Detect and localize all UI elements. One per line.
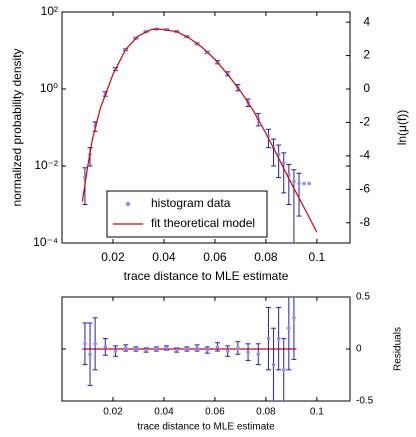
data-point (292, 316, 296, 320)
data-point (307, 181, 312, 186)
x-tick-label: 0.04 (154, 407, 174, 418)
y-tick-label: 0.5 (356, 292, 370, 303)
data-point (134, 347, 138, 351)
data-point (215, 345, 220, 349)
plot-area (82, 297, 297, 401)
y-tick-label: -0.5 (356, 396, 374, 407)
y2-tick-label: 0 (363, 81, 370, 95)
legend-swatch (125, 201, 131, 207)
data-point (88, 352, 92, 357)
data-point (154, 347, 159, 351)
legend-label: histogram data (151, 196, 231, 210)
x-tick-label: 0.04 (152, 250, 176, 264)
y2-tick-label: -2 (359, 115, 370, 129)
y-axis-label: normalized probability density (10, 48, 24, 206)
y-tick-label: 10⁻² (34, 158, 58, 172)
x-axis-label: trace distance to MLE estimate (124, 269, 289, 283)
y-tick-label: 0 (356, 344, 362, 355)
data-point (281, 161, 286, 165)
legend-label: fit theoretical model (151, 216, 255, 230)
plot-frame (61, 11, 351, 244)
y-tick-label: 10² (41, 4, 58, 18)
data-point (195, 346, 199, 350)
y2-tick-label: -6 (359, 181, 370, 195)
y2-tick-label: 2 (363, 48, 370, 62)
y2-axis-label: ln(μ(f)) (395, 110, 409, 146)
fit-line (81, 28, 318, 233)
y-axis-label: Residuals (393, 327, 404, 371)
data-point (123, 346, 128, 350)
y-tick-label: 10⁻⁴ (33, 235, 58, 249)
data-point (256, 352, 261, 357)
data-point (302, 181, 306, 186)
x-tick-label: 0.02 (101, 250, 125, 264)
data-point (281, 368, 286, 372)
x-tick-label: 0.08 (256, 407, 276, 418)
data-point (276, 336, 281, 341)
data-point (287, 326, 291, 331)
data-point (113, 349, 118, 353)
x-tick-label: 0.02 (103, 407, 123, 418)
x-tick-label: 0.1 (309, 250, 326, 264)
data-point (246, 350, 250, 354)
data-point (266, 336, 271, 341)
data-point (83, 342, 87, 346)
data-point (103, 345, 108, 349)
data-point (236, 346, 240, 350)
data-point (93, 342, 97, 346)
data-point (225, 349, 230, 353)
data-point (144, 348, 148, 352)
data-point (185, 347, 189, 351)
y2-tick-label: -8 (359, 215, 370, 229)
data-point (164, 346, 169, 350)
data-point (297, 181, 301, 186)
data-point (174, 348, 179, 352)
x-tick-label: 0.08 (254, 250, 278, 264)
x-axis-label: trace distance to MLE estimate (137, 422, 275, 433)
legend-box (106, 190, 268, 238)
y-tick-label: 10⁰ (40, 81, 58, 95)
y2-tick-label: 4 (363, 14, 370, 28)
x-tick-label: 0.1 (310, 407, 324, 418)
x-tick-label: 0.06 (205, 407, 225, 418)
data-point (292, 179, 296, 184)
plot-area (81, 27, 318, 243)
data-point (271, 362, 276, 367)
x-tick-label: 0.06 (203, 250, 227, 264)
y2-tick-label: -4 (359, 148, 370, 162)
data-point (205, 348, 210, 352)
